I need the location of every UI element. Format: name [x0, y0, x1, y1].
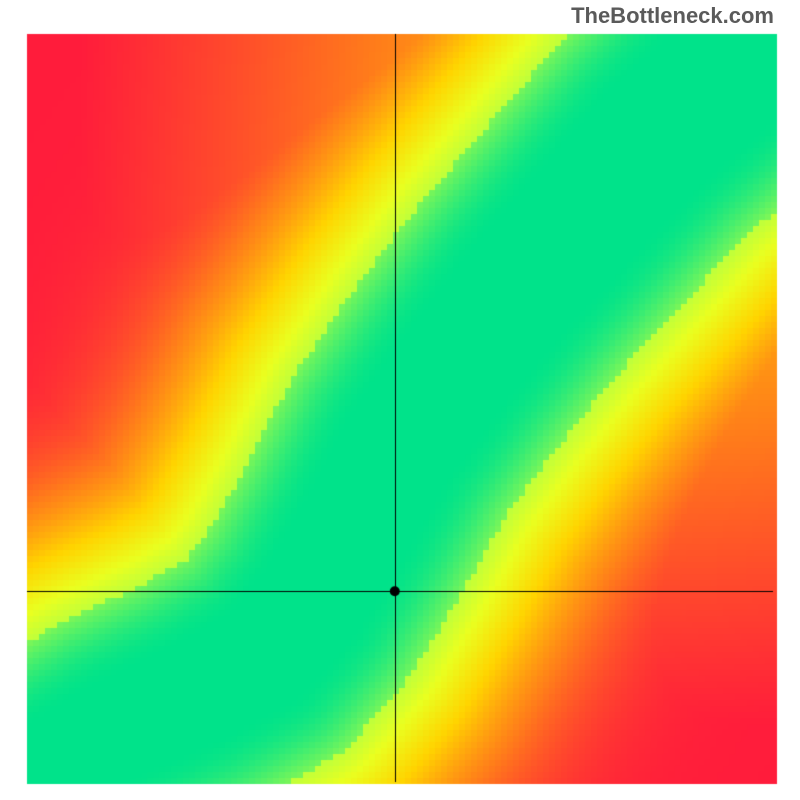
watermark-label: TheBottleneck.com	[571, 3, 774, 29]
crosshair-overlay	[0, 0, 800, 800]
chart-container: TheBottleneck.com	[0, 0, 800, 800]
